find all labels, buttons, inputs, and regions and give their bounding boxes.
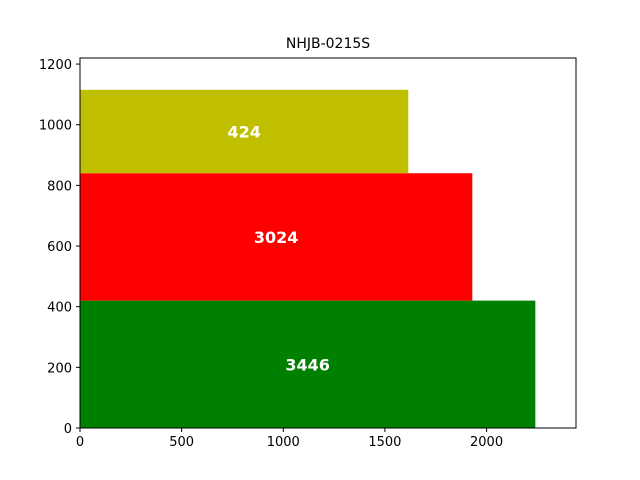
bar-0	[80, 300, 536, 428]
y-tick-label-0: 0	[64, 422, 72, 437]
x-axis: 0 500 1000 1500 2000	[76, 428, 503, 450]
bars-group: 3446 3024 424	[80, 89, 536, 428]
plot-frame	[79, 57, 577, 429]
bar-label-2: 424	[227, 123, 260, 142]
bar-2	[80, 89, 409, 174]
bar-label-1: 3024	[254, 228, 299, 247]
y-tick-label-4: 800	[47, 179, 72, 194]
x-tick-label-1: 500	[169, 435, 194, 450]
y-axis: 0 200 400 600 800 1000 1200	[39, 58, 80, 437]
chart-title: NHJB-0215S	[286, 36, 370, 52]
x-tick-label-4: 2000	[470, 435, 503, 450]
y-tick-label-6: 1200	[39, 58, 72, 73]
x-tick-label-2: 1000	[267, 435, 300, 450]
x-tick-label-0: 0	[76, 435, 84, 450]
bar-label-0: 3446	[285, 355, 330, 374]
x-tick-label-3: 1500	[368, 435, 401, 450]
bar-1	[80, 173, 473, 301]
y-tick-label-5: 1000	[39, 119, 72, 134]
y-tick-label-3: 600	[47, 240, 72, 255]
y-tick-label-1: 200	[47, 361, 72, 376]
y-tick-label-2: 400	[47, 301, 72, 316]
